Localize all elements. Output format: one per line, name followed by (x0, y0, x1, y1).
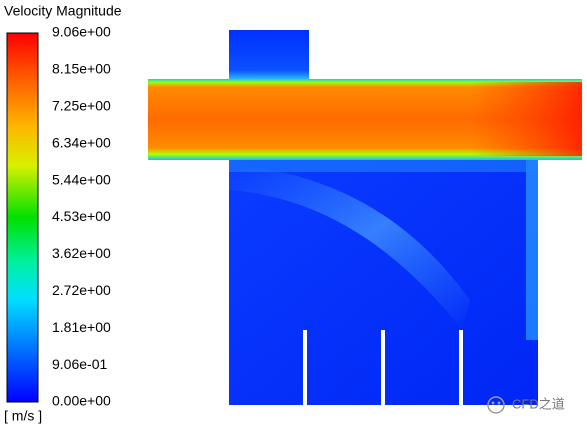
legend-label: 6.34e+00 (52, 134, 111, 150)
color-bar (6, 32, 39, 403)
watermark: CFD之道 (487, 396, 565, 414)
legend-label: 9.06e+00 (52, 24, 111, 40)
legend-labels: 9.06e+00 8.15e+00 7.25e+00 6.34e+00 5.44e+00… (52, 24, 111, 409)
legend-label: 8.15e+00 (52, 61, 111, 77)
legend-label: 4.53e+00 (52, 208, 111, 224)
legend-label: 3.62e+00 (52, 245, 111, 261)
legend-label: 0.00e+00 (52, 393, 111, 409)
watermark-text: CFD之道 (512, 396, 565, 411)
legend-label: 1.81e+00 (52, 319, 111, 335)
legend-label: 7.25e+00 (52, 98, 111, 114)
legend-label: 9.06e-01 (52, 356, 107, 372)
contour-field (148, 30, 582, 405)
legend-label: 2.72e+00 (52, 282, 111, 298)
legend-title: Velocity Magnitude (4, 3, 122, 19)
legend-unit: [ m/s ] (4, 408, 42, 424)
legend-label: 5.44e+00 (52, 171, 111, 187)
